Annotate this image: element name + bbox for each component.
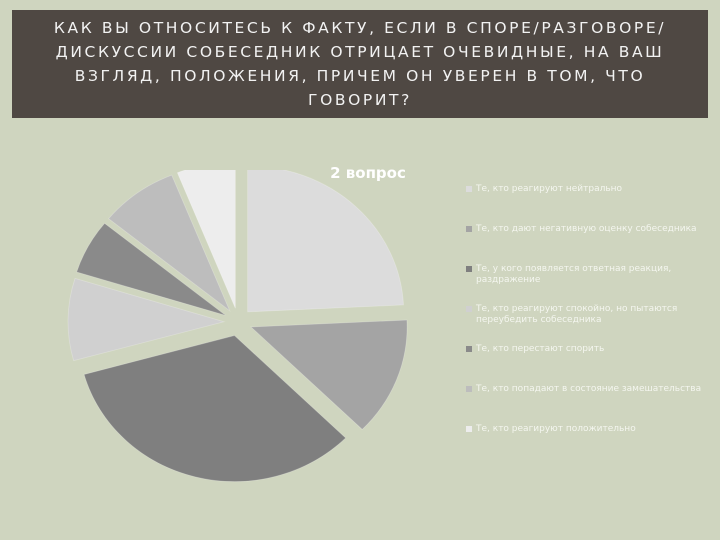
pie-slice — [176, 170, 236, 309]
legend-label: Те, кто реагируют положительно — [476, 424, 636, 434]
legend-item: Те, кто реагируют спокойно, но пытаются … — [466, 304, 706, 344]
legend-label: Те, кто реагируют нейтрально — [476, 184, 623, 194]
chart-title: 2 вопрос — [330, 164, 406, 182]
pie-slice — [67, 277, 226, 362]
pie-slice — [76, 222, 226, 316]
legend-label: Те, кто перестают спорить — [476, 344, 605, 354]
legend-item: Те, кто дают негативную оценку собеседни… — [466, 224, 706, 264]
title-banner: КАК ВЫ ОТНОСИТЕСЬ К ФАКТУ, ЕСЛИ В СПОРЕ/… — [12, 10, 708, 118]
legend-swatch — [466, 426, 472, 432]
legend-swatch — [466, 346, 472, 352]
pie-slice — [83, 335, 347, 482]
legend-item: Те, кто реагируют нейтрально — [466, 184, 706, 224]
legend-label: Те, кто реагируют спокойно, но пытаются … — [476, 304, 678, 325]
pie-chart — [67, 170, 408, 482]
legend-item: Те, кто реагируют положительно — [466, 424, 706, 464]
pie-slice — [108, 174, 231, 312]
legend-swatch — [466, 186, 472, 192]
legend-swatch — [466, 306, 472, 312]
legend-label: Те, у кого появляется ответная реакция, … — [476, 264, 672, 285]
legend-swatch — [466, 266, 472, 272]
slide-title: КАК ВЫ ОТНОСИТЕСЬ К ФАКТУ, ЕСЛИ В СПОРЕ/… — [53, 19, 667, 109]
legend-item: Те, кто перестают спорить — [466, 344, 706, 384]
legend-swatch — [466, 386, 472, 392]
legend-label: Те, кто попадают в состояние замешательс… — [476, 384, 702, 394]
legend-label: Те, кто дают негативную оценку собеседни… — [476, 224, 697, 234]
pie-slice — [247, 170, 404, 313]
legend-item: Те, у кого появляется ответная реакция, … — [466, 264, 706, 304]
chart-legend: Те, кто реагируют нейтрально Те, кто дают… — [466, 184, 706, 464]
legend-item: Те, кто попадают в состояние замешательс… — [466, 384, 706, 424]
legend-swatch — [466, 226, 472, 232]
pie-slice — [250, 319, 408, 430]
